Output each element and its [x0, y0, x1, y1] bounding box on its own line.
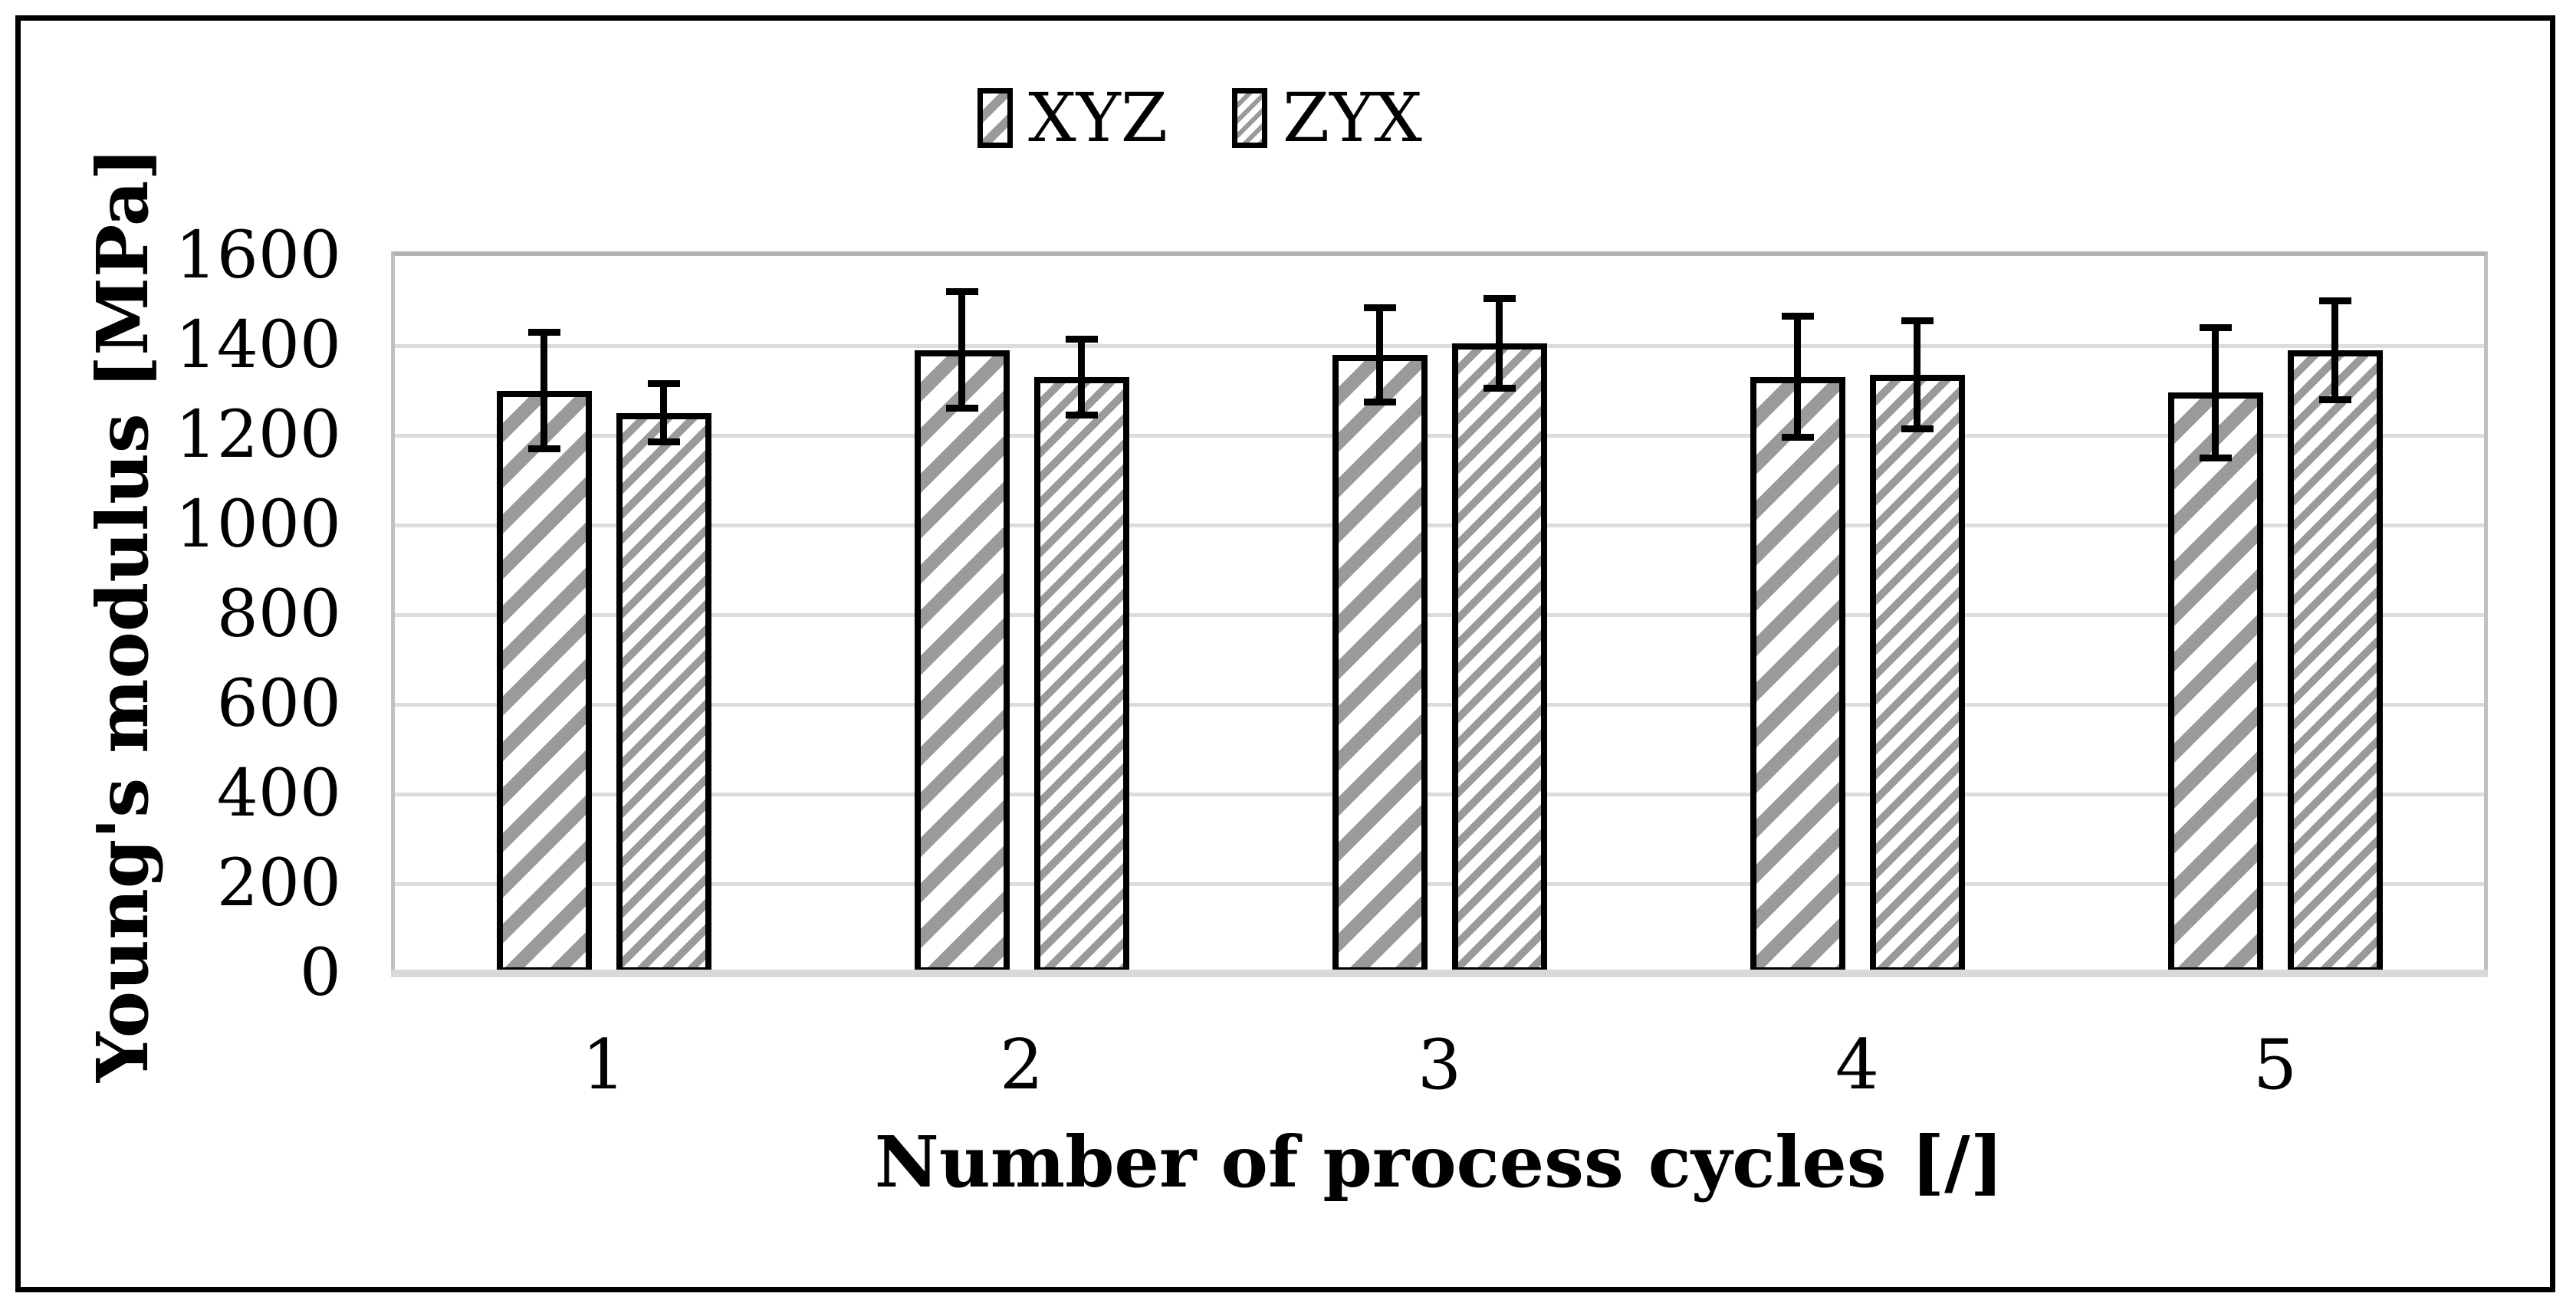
error-cap-top-xyz-3 [1363, 304, 1396, 311]
figure-border [15, 15, 2555, 1292]
y-tick-label-800: 800 [216, 576, 341, 652]
legend-item-zyx: ZYX [1232, 84, 1422, 152]
error-cap-bottom-zyx-3 [1483, 385, 1516, 392]
y-tick-label-1400: 1400 [175, 307, 341, 383]
y-tick-label-400: 400 [216, 756, 341, 832]
gridline-1200 [395, 433, 2484, 438]
bar-zyx-1 [616, 412, 711, 973]
error-cap-top-xyz-4 [1781, 313, 1814, 320]
error-cap-bottom-zyx-5 [2318, 396, 2351, 403]
error-cap-top-zyx-1 [647, 380, 680, 388]
bar-zyx-3 [1451, 343, 1547, 973]
legend-swatch-zyx-hatch-icon [1232, 88, 1267, 148]
gridline-400 [395, 792, 2484, 796]
x-axis-title: Number of process cycles [/] [874, 1121, 2004, 1203]
gridline-1400 [395, 343, 2484, 348]
legend-swatch-xyz-hatch-icon [978, 88, 1014, 148]
bar-zyx-5 [2287, 350, 2383, 973]
plot-area [391, 251, 2488, 977]
y-tick-label-200: 200 [216, 845, 341, 921]
error-cap-bottom-xyz-5 [2199, 454, 2232, 461]
error-bar-xyz-4 [1794, 316, 1801, 438]
error-cap-bottom-xyz-4 [1781, 434, 1814, 441]
gridline-800 [395, 612, 2484, 617]
gridline-1000 [395, 523, 2484, 527]
x-tick-label-1: 1 [581, 1025, 626, 1105]
bar-xyz-5 [2167, 392, 2263, 973]
error-bar-xyz-2 [958, 291, 965, 409]
y-tick-label-1000: 1000 [175, 487, 341, 563]
error-cap-top-zyx-2 [1065, 335, 1098, 343]
x-tick-label-3: 3 [1417, 1025, 1462, 1105]
legend-item-xyz: XYZ [978, 84, 1168, 152]
error-cap-bottom-xyz-1 [527, 445, 560, 453]
y-tick-label-1600: 1600 [175, 218, 341, 294]
x-tick-label-5: 5 [2252, 1025, 2298, 1105]
bar-xyz-4 [1750, 376, 1845, 973]
error-bar-zyx-5 [2331, 300, 2338, 400]
error-cap-bottom-xyz-3 [1363, 398, 1396, 405]
legend-label-xyz: XYZ [1028, 78, 1168, 157]
x-tick-label-4: 4 [1835, 1025, 1880, 1105]
error-cap-top-zyx-3 [1483, 295, 1516, 303]
error-bar-zyx-3 [1496, 298, 1503, 389]
error-bar-xyz-5 [2212, 327, 2219, 458]
bar-xyz-3 [1332, 354, 1428, 973]
error-cap-top-zyx-4 [1901, 317, 1934, 325]
error-bar-zyx-4 [1914, 320, 1921, 429]
error-cap-top-xyz-1 [527, 328, 560, 336]
legend-label-zyx: ZYX [1283, 78, 1422, 157]
gridline-200 [395, 881, 2484, 886]
legend: XYZ ZYX [0, 84, 2488, 152]
error-cap-bottom-xyz-2 [945, 405, 978, 412]
y-tick-label-600: 600 [216, 666, 341, 742]
gridline-600 [395, 702, 2484, 707]
bar-xyz-2 [914, 350, 1010, 973]
error-cap-bottom-zyx-4 [1901, 425, 1934, 432]
bar-xyz-1 [496, 390, 592, 973]
error-cap-top-xyz-5 [2199, 324, 2232, 332]
bar-zyx-4 [1869, 375, 1965, 973]
error-cap-top-zyx-5 [2318, 297, 2351, 304]
error-cap-bottom-zyx-1 [647, 438, 680, 446]
x-axis-line [391, 970, 2488, 977]
error-cap-top-xyz-2 [945, 288, 978, 296]
bar-zyx-2 [1033, 376, 1129, 973]
error-bar-zyx-1 [660, 383, 667, 442]
x-tick-label-2: 2 [999, 1025, 1044, 1105]
error-bar-zyx-2 [1078, 339, 1085, 415]
y-tick-label-1200: 1200 [175, 397, 341, 473]
error-bar-xyz-3 [1376, 307, 1383, 402]
y-tick-label-0: 0 [299, 935, 341, 1011]
error-cap-bottom-zyx-2 [1065, 412, 1098, 419]
error-bar-xyz-1 [540, 332, 547, 449]
